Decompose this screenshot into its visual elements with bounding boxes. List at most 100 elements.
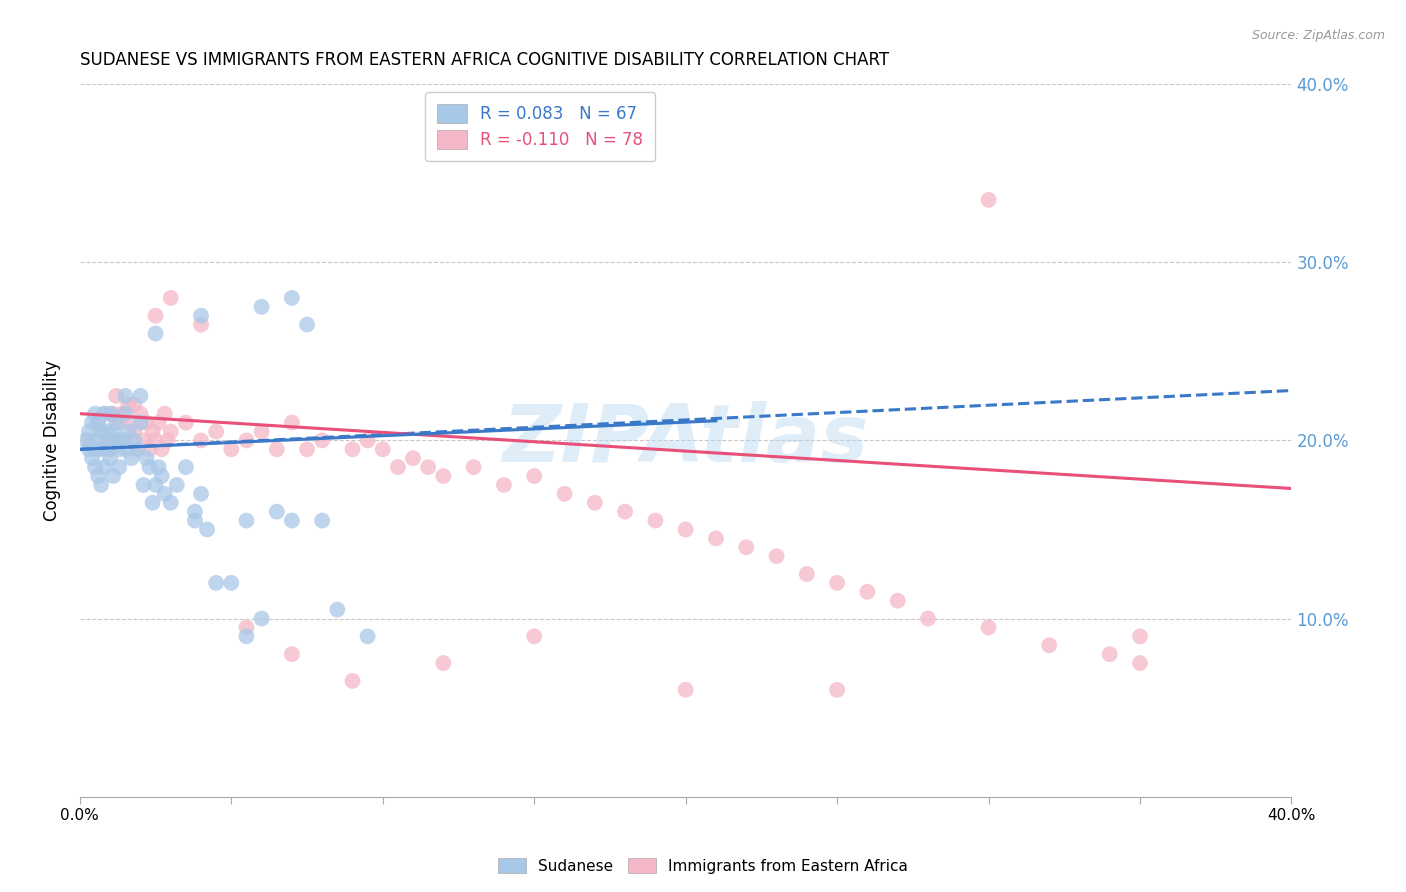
Point [84, 442, 107, 457]
Point [84, 434, 107, 448]
Legend: Sudanese, Immigrants from Eastern Africa: Sudanese, Immigrants from Eastern Africa [492, 852, 914, 880]
Point [371, 442, 394, 457]
Point [235, 629, 257, 643]
Point [75, 434, 97, 448]
Point [98, 442, 121, 457]
Point [295, 442, 318, 457]
Point [132, 478, 155, 492]
Point [523, 629, 546, 643]
Point [93, 442, 115, 457]
Point [1098, 647, 1121, 661]
Point [120, 416, 142, 430]
Point [184, 514, 207, 528]
Point [917, 611, 939, 625]
Point [84, 460, 107, 475]
Point [235, 514, 257, 528]
Point [825, 682, 848, 697]
Point [105, 434, 128, 448]
Point [98, 407, 121, 421]
Point [205, 575, 228, 590]
Point [129, 407, 152, 421]
Point [114, 389, 136, 403]
Point [675, 682, 697, 697]
Point [266, 442, 288, 457]
Point [124, 434, 146, 448]
Point [145, 478, 167, 492]
Point [492, 478, 515, 492]
Point [117, 398, 139, 412]
Point [250, 300, 273, 314]
Point [77, 434, 100, 448]
Point [156, 434, 179, 448]
Point [704, 532, 727, 546]
Point [675, 523, 697, 537]
Point [342, 442, 364, 457]
Point [90, 425, 112, 439]
Point [105, 434, 128, 448]
Point [145, 326, 167, 341]
Point [93, 460, 115, 475]
Point [132, 434, 155, 448]
Point [356, 629, 378, 643]
Point [145, 309, 167, 323]
Point [96, 434, 118, 448]
Point [87, 416, 110, 430]
Point [129, 416, 152, 430]
Point [98, 442, 121, 457]
Point [765, 549, 787, 564]
Point [111, 407, 134, 421]
Point [523, 469, 546, 483]
Point [418, 460, 440, 475]
Point [153, 407, 176, 421]
Point [127, 442, 149, 457]
Point [96, 425, 118, 439]
Point [105, 389, 128, 403]
Point [138, 460, 160, 475]
Point [77, 442, 100, 457]
Point [387, 460, 409, 475]
Point [90, 478, 112, 492]
Point [150, 469, 173, 483]
Point [250, 611, 273, 625]
Point [135, 451, 157, 466]
Point [142, 496, 165, 510]
Point [644, 514, 666, 528]
Point [114, 407, 136, 421]
Y-axis label: Cognitive Disability: Cognitive Disability [44, 360, 60, 521]
Point [190, 434, 212, 448]
Point [886, 593, 908, 607]
Point [195, 523, 218, 537]
Point [190, 318, 212, 332]
Point [432, 469, 454, 483]
Point [583, 496, 606, 510]
Point [1129, 629, 1152, 643]
Point [87, 442, 110, 457]
Point [311, 434, 333, 448]
Point [108, 416, 131, 430]
Text: SUDANESE VS IMMIGRANTS FROM EASTERN AFRICA COGNITIVE DISABILITY CORRELATION CHAR: SUDANESE VS IMMIGRANTS FROM EASTERN AFRI… [80, 51, 889, 69]
Point [105, 416, 128, 430]
Point [77, 425, 100, 439]
Point [1129, 656, 1152, 670]
Point [977, 620, 1000, 634]
Point [103, 469, 125, 483]
Point [977, 193, 1000, 207]
Point [235, 434, 257, 448]
Point [138, 442, 160, 457]
Point [190, 309, 212, 323]
Point [235, 620, 257, 634]
Point [402, 451, 425, 466]
Point [98, 451, 121, 466]
Point [295, 318, 318, 332]
Point [250, 425, 273, 439]
Point [326, 602, 349, 616]
Point [80, 416, 103, 430]
Point [463, 460, 485, 475]
Point [221, 575, 243, 590]
Point [80, 451, 103, 466]
Point [356, 434, 378, 448]
Point [87, 416, 110, 430]
Point [108, 442, 131, 457]
Point [148, 416, 170, 430]
Point [103, 425, 125, 439]
